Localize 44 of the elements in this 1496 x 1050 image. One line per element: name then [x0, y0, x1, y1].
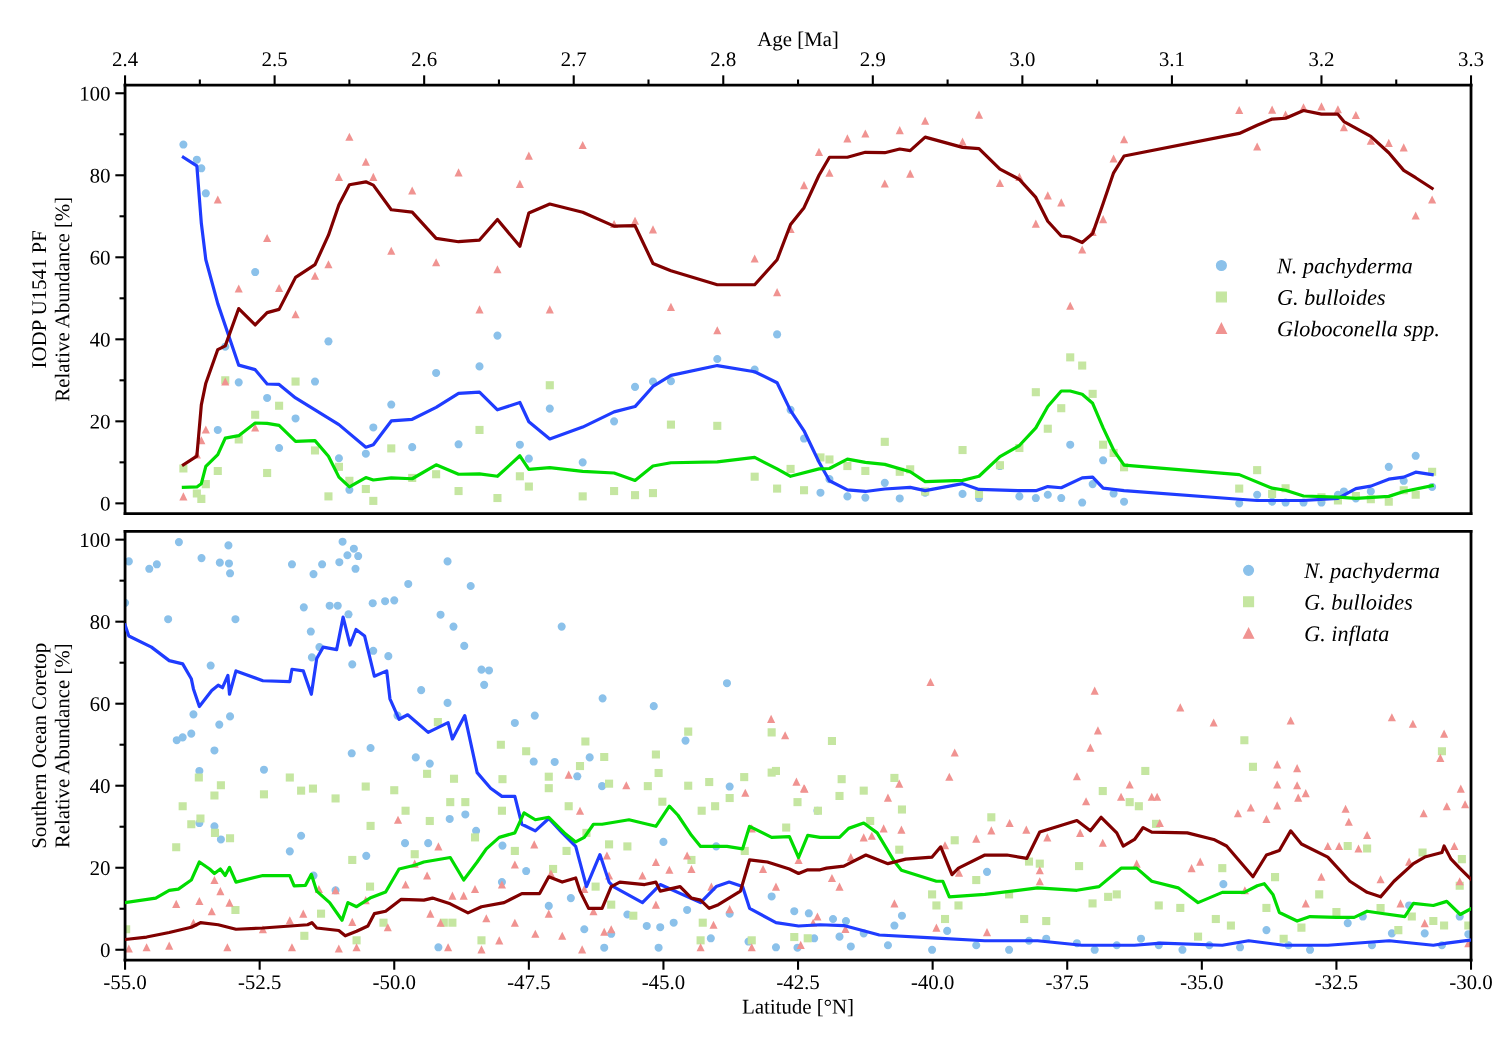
x-tick-label: 3.3: [1458, 52, 1484, 67]
x-tick-label: -52.5: [238, 975, 281, 990]
y-tick-label: 60: [90, 250, 110, 265]
x-tick-label: -30.0: [1450, 975, 1492, 990]
x-tick-label: 3.2: [1309, 52, 1334, 67]
legend-label: N. pachyderma: [1276, 257, 1412, 279]
x-axis-title: Age [Ma]: [757, 31, 838, 51]
legend-label: Globoconella spp.: [1278, 320, 1438, 341]
x-tick-label: 3.1: [1159, 52, 1184, 67]
x-tick-label: 2.6: [412, 52, 437, 67]
x-tick-label: 3.0: [1010, 52, 1035, 67]
x-tick-label: -40.0: [911, 975, 954, 990]
x-tick-label: 2.5: [262, 52, 287, 67]
y-tick-label: 20: [90, 861, 110, 876]
x-tick-label: -45.0: [642, 975, 685, 990]
x-tick-label: -35.0: [1180, 975, 1223, 990]
y-tick-label: 80: [90, 615, 110, 630]
y-tick-label: 40: [90, 332, 110, 347]
x-tick-label: -42.5: [777, 975, 819, 990]
y-tick-label: 60: [90, 697, 110, 712]
line-series: [125, 815, 1472, 942]
x-tick-label: -47.5: [507, 975, 550, 990]
y-tick-label: 80: [90, 168, 110, 183]
x-tick-label: -32.5: [1315, 975, 1358, 990]
legend-label: G. bulloides: [1278, 289, 1385, 306]
x-tick-label: 2.8: [711, 52, 736, 67]
legend-label: G. bulloides: [1305, 594, 1413, 610]
legend-label: N. pachyderma: [1303, 562, 1440, 583]
x-tick-label: 2.9: [860, 52, 885, 67]
x-axis-title: Latitude [°N]: [742, 999, 853, 1017]
y-tick-label: 0: [100, 943, 110, 958]
x-tick-label: 2.4: [112, 52, 138, 67]
y-tick-label: 100: [81, 533, 110, 548]
y-tick-label: 0: [100, 496, 110, 511]
y-tick-label: 20: [90, 414, 110, 429]
y-tick-label: 100: [81, 86, 110, 101]
legend-label: G. inflata: [1305, 625, 1389, 646]
x-tick-label: -50.0: [373, 975, 416, 990]
x-tick-label: 2.7: [561, 52, 587, 67]
y-axis-title: IODP U1541 PF Relative Abundance [%]: [32, 198, 73, 402]
y-tick-label: 40: [90, 779, 110, 794]
x-tick-label: -37.5: [1046, 975, 1089, 990]
x-tick-label: -55.0: [104, 975, 146, 990]
y-axis-title: Southern Ocean Coretop Relative Abundance [%]: [31, 643, 73, 848]
